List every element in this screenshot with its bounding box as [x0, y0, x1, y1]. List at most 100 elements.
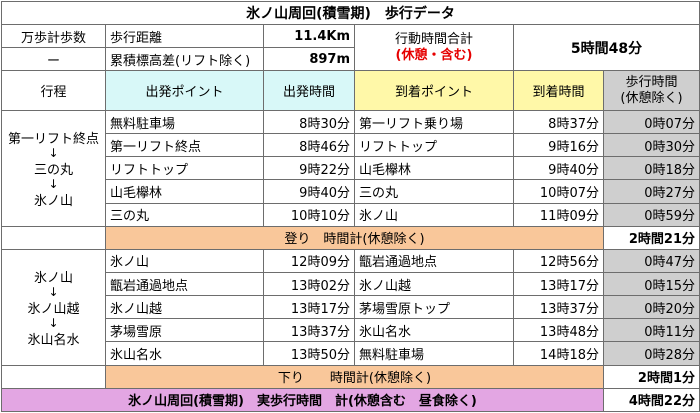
arrive-time-cell: 9時16分	[513, 133, 604, 158]
route-descent-point-3: 氷山名水	[27, 332, 80, 348]
start-time-cell: 8時46分	[263, 133, 355, 158]
action-time-label-cell: 行動時間合計 (休憩・含む)	[354, 24, 514, 71]
arrive-time-cell: 13時17分	[513, 271, 604, 297]
down-arrow-icon: ↓	[48, 315, 59, 330]
arrive-time-cell: 13時48分	[513, 318, 604, 343]
start-point-cell: 氷ノ山	[105, 248, 264, 273]
walk-time-cell: 0時47分	[602, 248, 700, 273]
summary-row-1: 万歩計歩数 歩行距離 11.4Km 行動時間合計 (休憩・含む) 5時間48分	[1, 24, 700, 71]
descent-subtotal-label: 下り 時間計(休憩除く)	[105, 364, 604, 389]
table-title: 氷ノ山周回(積雪期) 歩行データ	[0, 1, 700, 25]
action-time-note: (休憩・含む)	[395, 47, 473, 63]
descent-subtotal-row: 下り 時間計(休憩除く) 2時間1分	[1, 364, 700, 389]
start-point-cell: リフトトップ	[105, 156, 264, 181]
route-descent-point-1: 氷ノ山	[33, 270, 73, 286]
ascent-subtotal-row: 登り 時間計(休憩除く) 2時間21分	[1, 225, 700, 250]
arrive-point-cell: 三の丸	[354, 179, 514, 204]
arrive-point-cell: 山毛欅林	[354, 156, 514, 181]
table-row: 甑岩通過地点 13時02分 氷ノ山越 13時17分 0時15分	[2, 271, 700, 297]
header-start-point: 出発ポイント	[105, 70, 264, 111]
start-time-cell: 13時50分	[263, 341, 355, 366]
arrive-point-cell: 氷ノ山越	[354, 271, 514, 297]
header-start-time: 出発時間	[263, 70, 355, 111]
header-arrive-time: 到着時間	[513, 70, 604, 111]
start-time-cell: 9時40分	[263, 179, 355, 204]
arrive-point-cell: 無料駐車場	[354, 341, 514, 366]
start-point-cell: 三の丸	[105, 202, 264, 227]
header-route: 行程	[1, 70, 106, 111]
ascent-subtotal-value: 2時間21分	[602, 225, 700, 250]
title-row: 氷ノ山周回(積雪期) 歩行データ	[0, 1, 700, 25]
table-row: 第一リフト終点 ↓ 三の丸 ↓ 氷ノ山 無料駐車場 8時30分 第一リフト乗り場…	[1, 109, 700, 227]
descent-subtotal-spacer	[1, 364, 106, 389]
arrive-point-cell: 第一リフト乗り場	[354, 109, 514, 135]
start-point-cell: 甑岩通過地点	[105, 271, 264, 297]
arrive-time-cell: 8時37分	[513, 109, 604, 135]
down-arrow-icon: ↓	[48, 284, 59, 299]
table-row: リフトトップ 9時22分 山毛欅林 9時40分 0時18分	[2, 156, 700, 181]
total-row: 氷ノ山周回(積雪期) 実歩行時間 計(休憩含む 昼食除く) 4時間22分	[1, 387, 700, 413]
walk-time-cell: 0時18分	[602, 156, 700, 181]
pedometer-value: ー	[1, 47, 106, 71]
action-time-label: 行動時間合計	[394, 31, 473, 47]
arrive-point-cell: 茅場雪原トップ	[354, 295, 514, 320]
start-point-cell: 氷ノ山越	[105, 295, 264, 320]
arrive-time-cell: 14時18分	[513, 341, 604, 366]
arrive-time-cell: 13時37分	[513, 295, 604, 320]
header-walk-time-line2: (休憩除く)	[620, 90, 683, 106]
table-row: 茅場雪原 13時37分 氷山名水 13時48分 0時11分	[2, 318, 700, 343]
route-ascent-point-1: 第一リフト終点	[7, 131, 99, 147]
walk-time-cell: 0時27分	[602, 179, 700, 204]
table-row: 三の丸 10時10分 氷ノ山 11時09分 0時59分	[2, 202, 700, 227]
header-walk-time: 歩行時間 (休憩除く)	[602, 70, 700, 111]
walk-time-cell: 0時15分	[602, 271, 700, 297]
header-walk-time-line1: 歩行時間	[625, 74, 678, 90]
start-point-cell: 無料駐車場	[105, 109, 264, 135]
start-time-cell: 12時09分	[263, 248, 355, 273]
walk-time-cell: 0時30分	[602, 133, 700, 158]
distance-label: 歩行距離	[105, 24, 264, 48]
table-row: 山毛欅林 9時40分 三の丸 10時07分 0時27分	[2, 179, 700, 204]
walk-time-cell: 0時28分	[602, 341, 700, 366]
arrive-point-cell: リフトトップ	[354, 133, 514, 158]
arrive-time-cell: 11時09分	[513, 202, 604, 227]
walk-time-cell: 0時07分	[602, 109, 700, 135]
walk-time-cell: 0時59分	[602, 202, 700, 227]
descent-subtotal-value: 2時間1分	[602, 364, 700, 389]
arrive-time-cell: 9時40分	[513, 156, 604, 181]
arrive-point-cell: 氷山名水	[354, 318, 514, 343]
header-row: 行程 出発ポイント 出発時間 到着ポイント 到着時間 歩行時間 (休憩除く)	[1, 70, 700, 111]
route-descent: 氷ノ山 ↓ 氷ノ山越 ↓ 氷山名水	[1, 248, 106, 366]
start-point-cell: 氷山名水	[105, 341, 264, 366]
start-time-cell: 13時17分	[263, 295, 355, 320]
down-arrow-icon: ↓	[48, 176, 59, 191]
arrive-time-cell: 12時56分	[513, 248, 604, 273]
start-point-cell: 山毛欅林	[105, 179, 264, 204]
arrive-point-cell: 氷ノ山	[354, 202, 514, 227]
start-point-cell: 茅場雪原	[105, 318, 264, 343]
down-arrow-icon: ↓	[48, 145, 59, 160]
walk-time-cell: 0時20分	[602, 295, 700, 320]
route-ascent-point-3: 氷ノ山	[33, 193, 73, 209]
table-row: 第一リフト終点 8時46分 リフトトップ 9時16分 0時30分	[2, 133, 700, 158]
ascent-subtotal-label: 登り 時間計(休憩除く)	[105, 225, 604, 250]
pedometer-label: 万歩計歩数	[1, 24, 106, 48]
walk-time-cell: 0時11分	[602, 318, 700, 343]
distance-value: 11.4Km	[263, 24, 355, 48]
route-ascent-point-2: 三の丸	[33, 162, 73, 178]
start-time-cell: 9時22分	[263, 156, 355, 181]
start-time-cell: 8時30分	[263, 109, 355, 135]
total-value: 4時間22分	[602, 387, 700, 413]
start-time-cell: 10時10分	[263, 202, 355, 227]
elevation-value: 897m	[263, 47, 355, 71]
header-arrive-point: 到着ポイント	[354, 70, 514, 111]
summary-row-2: ー 累積標高差(リフト除く) 897m	[1, 47, 700, 71]
route-ascent: 第一リフト終点 ↓ 三の丸 ↓ 氷ノ山	[1, 110, 106, 227]
table-row: 氷ノ山 ↓ 氷ノ山越 ↓ 氷山名水 氷ノ山 12時09分 甑岩通過地点 12時5…	[1, 248, 700, 366]
route-descent-point-2: 氷ノ山越	[27, 301, 80, 317]
elevation-label: 累積標高差(リフト除く)	[105, 47, 264, 71]
action-time-value: 5時間48分	[512, 24, 700, 71]
table-row: 氷ノ山越 13時17分 茅場雪原トップ 13時37分 0時20分	[2, 295, 700, 320]
ascent-subtotal-spacer	[1, 225, 106, 250]
